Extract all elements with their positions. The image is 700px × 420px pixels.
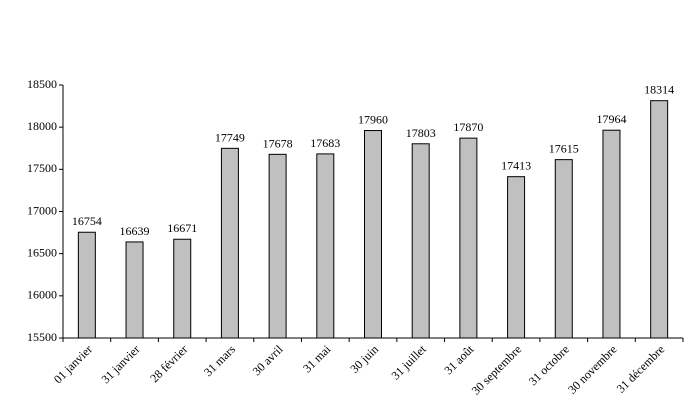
bar [268, 153, 287, 339]
x-tick-label: 31 janvier [99, 342, 143, 386]
bar [507, 176, 526, 339]
y-tick-label: 15500 [27, 330, 57, 344]
y-tick-label: 18000 [27, 119, 57, 133]
x-tick-label: 31 mars [201, 342, 238, 379]
x-tick-label: 01 janvier [51, 342, 95, 386]
value-label: 17615 [549, 142, 579, 156]
y-tick-label: 17000 [27, 203, 57, 217]
value-label: 16639 [120, 224, 150, 238]
value-label: 17683 [310, 136, 340, 150]
x-tick-label: 30 novembre [565, 342, 619, 396]
y-tick-label: 17500 [27, 161, 57, 175]
x-tick-label: 30 avril [250, 342, 287, 379]
bar [316, 153, 335, 339]
bar [650, 100, 669, 339]
bar [125, 241, 144, 339]
value-label: 16671 [167, 221, 197, 235]
bar [459, 137, 478, 339]
x-tick-label: 30 septembre [469, 342, 524, 397]
bar [220, 147, 239, 339]
x-tick-label: 31 décembre [614, 342, 667, 395]
bar [77, 231, 96, 339]
x-tick-label: 28 février [147, 342, 190, 385]
value-label: 17749 [215, 130, 245, 144]
value-label: 17803 [406, 126, 436, 140]
value-label: 17870 [453, 120, 483, 134]
y-tick-label: 16000 [27, 288, 57, 302]
bar [411, 143, 430, 339]
x-tick-label: 30 juin [347, 342, 381, 376]
bar [364, 130, 382, 339]
value-label: 17413 [501, 159, 531, 173]
x-tick-label: 31 octobre [526, 342, 572, 388]
x-tick-label: 31 août [441, 342, 477, 378]
value-label: 17960 [358, 113, 388, 127]
bar [554, 159, 573, 339]
value-label: 17964 [596, 112, 626, 126]
x-tick-label: 31 mai [300, 342, 334, 376]
value-label: 17678 [263, 136, 293, 150]
y-tick-label: 18500 [27, 77, 57, 91]
y-tick-label: 16500 [27, 245, 57, 259]
bar [602, 129, 621, 339]
value-label: 18314 [644, 83, 674, 97]
value-label: 16754 [72, 214, 102, 228]
x-tick-label: 31 juillet [388, 342, 429, 383]
bar [173, 238, 192, 339]
